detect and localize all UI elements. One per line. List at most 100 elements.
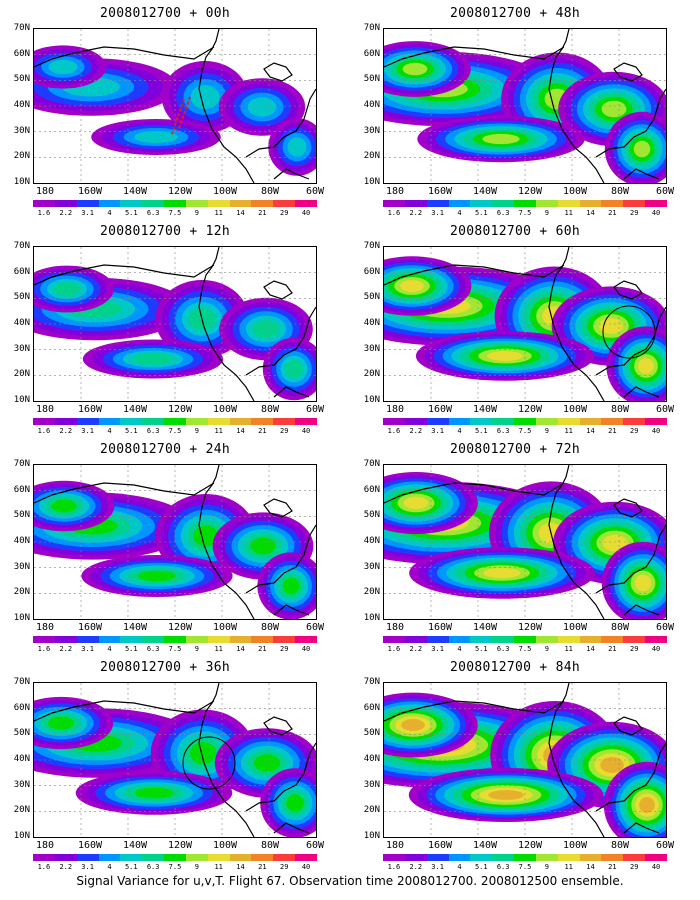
coastline — [245, 524, 316, 594]
y-tick-label: 60N — [363, 484, 380, 495]
y-tick-label: 10N — [363, 177, 380, 187]
colorbar-label: 2.2 — [409, 209, 423, 217]
target-circle — [182, 736, 236, 790]
colorbar-swatch — [185, 636, 208, 643]
y-tick-label: 60N — [13, 484, 30, 495]
y-tick-label: 40N — [363, 536, 380, 546]
x-tick-label: 100W — [212, 404, 238, 415]
y-tick-label: 70N — [13, 241, 30, 251]
x-tick-label: 100W — [562, 404, 588, 415]
y-tick-label: 30N — [363, 561, 380, 572]
colorbar — [33, 418, 317, 425]
coastline — [623, 822, 660, 834]
variance-map — [33, 246, 317, 402]
colorbar-swatch — [120, 418, 143, 425]
colorbar-swatch — [273, 636, 296, 643]
colorbar-label: 14 — [236, 645, 245, 653]
y-tick-label: 10N — [13, 177, 30, 187]
y-tick-label: 20N — [363, 369, 380, 380]
coastline — [263, 498, 293, 518]
colorbar-swatch — [76, 636, 99, 643]
variance-map — [383, 28, 667, 184]
variance-contour — [482, 133, 520, 145]
x-tick-label: 140W — [472, 186, 498, 197]
y-tick-label: 60N — [13, 48, 30, 59]
colorbar-swatch — [645, 418, 667, 425]
coastline — [384, 46, 565, 68]
colorbar-swatch — [383, 636, 405, 643]
x-tick-label: 180 — [35, 186, 55, 197]
forecast-panel: 2008012700 + 60h 70N 60N 50N 40N 30N 20N 10N 180… — [350, 224, 680, 435]
x-tick-label: 180 — [35, 622, 55, 633]
colorbar-label: 1.6 — [387, 645, 401, 653]
colorbar-label: 40 — [301, 645, 311, 653]
colorbar-label: 40 — [301, 863, 311, 871]
colorbar-swatch — [33, 854, 55, 861]
variance-map — [33, 682, 317, 838]
x-tick-label: 60W — [655, 840, 675, 851]
coastline — [34, 700, 215, 722]
colorbar-swatch — [535, 200, 558, 207]
colorbar-label: 4 — [107, 427, 112, 435]
colorbar-swatch — [426, 854, 449, 861]
colorbar-label: 21 — [608, 209, 617, 217]
forecast-panel: 2008012700 + 36h 70N 60N 50N 40N 30N 20N 10N 180… — [0, 660, 330, 871]
colorbar-label: 9 — [544, 863, 549, 871]
colorbar-swatch — [120, 636, 143, 643]
y-tick-label: 20N — [363, 587, 380, 598]
colorbar-label: 21 — [608, 863, 617, 871]
x-tick-label: 140W — [472, 622, 498, 633]
coastline — [595, 306, 666, 376]
x-tick-label: 80W — [260, 840, 280, 851]
colorbar-labels: 1.6 2.2 3.1 4 5.1 6.3 7.5 9 11 14 21 29 40 — [33, 645, 317, 653]
y-tick-label: 60N — [13, 266, 30, 277]
colorbar-swatch — [33, 200, 55, 207]
x-tick-label: 120W — [517, 404, 543, 415]
colorbar-swatch — [251, 854, 274, 861]
colorbar-swatch — [120, 854, 143, 861]
colorbar-swatch — [251, 636, 274, 643]
colorbar-swatch — [207, 636, 230, 643]
coastline — [263, 280, 293, 300]
colorbar-swatch — [535, 854, 558, 861]
colorbar-swatch — [623, 854, 646, 861]
x-tick-label: 180 — [35, 840, 55, 851]
colorbar-label: 1.6 — [37, 209, 51, 217]
colorbar-swatch — [470, 418, 493, 425]
colorbar-swatch — [645, 200, 667, 207]
colorbar-label: 2.2 — [409, 427, 423, 435]
coastline — [623, 386, 660, 398]
coastline — [623, 168, 660, 180]
colorbar-swatch — [623, 636, 646, 643]
colorbar-swatch — [207, 854, 230, 861]
y-tick-label: 10N — [363, 613, 380, 623]
colorbar-label: 1.6 — [387, 863, 401, 871]
colorbar-label: 6.3 — [496, 427, 510, 435]
x-tick-label: 80W — [610, 186, 630, 197]
x-tick-label: 80W — [610, 404, 630, 415]
x-tick-label: 140W — [122, 404, 148, 415]
y-tick-label: 20N — [363, 805, 380, 816]
colorbar-swatch — [76, 200, 99, 207]
y-tick-label: 20N — [13, 587, 30, 598]
colorbar-swatch — [426, 200, 449, 207]
colorbar-label: 4 — [457, 209, 462, 217]
colorbar — [33, 636, 317, 643]
colorbar-swatch — [54, 200, 77, 207]
forecast-panel: 2008012700 + 00h 70N 60N 50N 40N 30N 20N 10N 180… — [0, 6, 330, 217]
colorbar-swatch — [33, 636, 55, 643]
colorbar-label: 9 — [544, 645, 549, 653]
colorbar-label: 9 — [194, 427, 199, 435]
x-tick-label: 180 — [385, 622, 405, 633]
colorbar-label: 21 — [608, 645, 617, 653]
colorbar-label: 6.3 — [146, 645, 160, 653]
colorbar-label: 3.1 — [81, 645, 94, 653]
coastline — [273, 822, 310, 834]
colorbar-label: 3.1 — [431, 209, 444, 217]
x-tick-label: 160W — [427, 622, 453, 633]
colorbar-label: 11 — [564, 427, 573, 435]
colorbar-label: 29 — [629, 209, 639, 217]
forecast-panel: 2008012700 + 72h 70N 60N 50N 40N 30N 20N 10N 180… — [350, 442, 680, 653]
variance-contour — [287, 137, 307, 157]
variance-contour — [282, 577, 300, 595]
